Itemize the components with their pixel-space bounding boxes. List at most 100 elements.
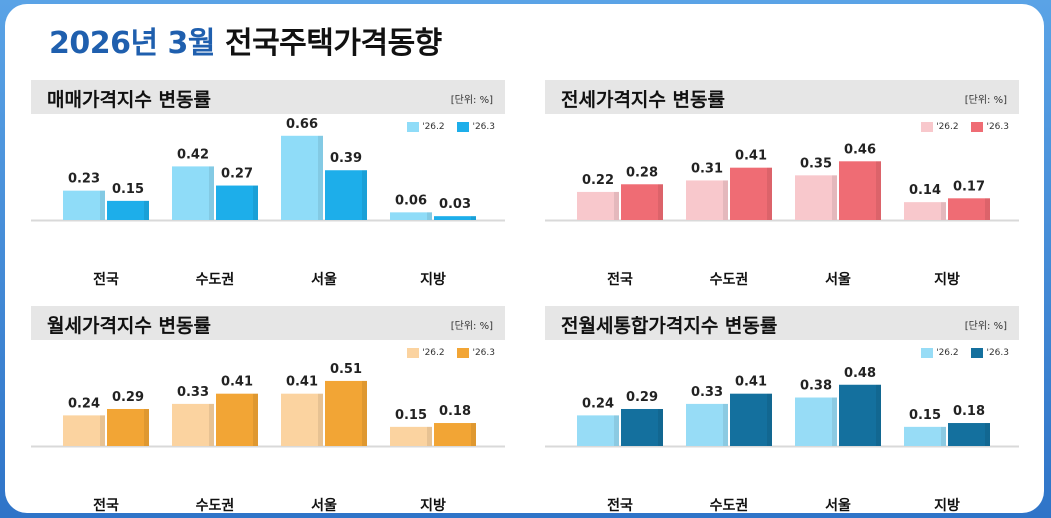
category-label-capital-area: 수도권: [710, 498, 749, 514]
legend: '26.2 '26.3: [397, 348, 495, 359]
value-label-seoul-curr: 0.48: [844, 366, 876, 381]
panel-title: 전월세통합가격지수 변동률: [561, 315, 778, 337]
bar-provinces-curr: [948, 198, 990, 220]
bar-shade: [832, 175, 837, 220]
value-label-capital-area-curr: 0.27: [221, 167, 253, 182]
bar-capital-area-curr: [216, 393, 258, 446]
report-card: 2026년 3월 전국주택가격동향 매매가격지수 변동률 [단위: %] '26…: [5, 4, 1044, 516]
category-label-capital-area: 수도권: [196, 272, 235, 288]
bar-provinces-curr: [948, 423, 990, 446]
category-label-nationwide: 전국: [607, 497, 633, 514]
value-label-nationwide-curr: 0.29: [112, 390, 144, 405]
category-label-nationwide: 전국: [607, 271, 633, 288]
category-label-seoul: 서울: [825, 271, 851, 288]
panel-header: 전세가격지수 변동률 [단위: %]: [545, 80, 1019, 114]
legend: '26.2 '26.3: [397, 122, 495, 133]
legend-swatch-curr: [457, 122, 470, 132]
value-label-nationwide-prev: 0.24: [582, 396, 614, 411]
value-label-nationwide-prev: 0.23: [68, 172, 100, 187]
bar-shade: [362, 170, 367, 220]
legend-label-prev: '26.2: [936, 122, 959, 132]
bar-chart: 0.22 0.28 전국 0.31 0.41 수도권 0.35 0.46 서울 0.14 0.17 지…: [545, 142, 1019, 288]
value-label-nationwide-prev: 0.24: [68, 396, 100, 411]
bar-seoul-prev: [281, 393, 323, 446]
value-label-provinces-prev: 0.15: [909, 408, 941, 423]
bar-shade: [209, 403, 214, 446]
bar-shade: [985, 198, 990, 220]
legend-label-prev: '26.2: [422, 122, 445, 132]
category-label-nationwide: 전국: [93, 271, 119, 288]
panel-title: 월세가격지수 변동률: [47, 315, 211, 337]
bar-seoul-prev: [795, 397, 837, 446]
bar-nationwide-prev: [63, 415, 105, 446]
value-label-seoul-curr: 0.39: [330, 151, 362, 166]
bar-shade: [471, 216, 476, 220]
legend-swatch-prev: [921, 122, 934, 132]
chart-panel-combined-rent: 전월세통합가격지수 변동률 [단위: %] '26.2 '26.3 0.24 0.…: [545, 306, 1019, 516]
value-label-provinces-curr: 0.18: [953, 404, 985, 419]
category-label-capital-area: 수도권: [710, 272, 749, 288]
panel-header: 매매가격지수 변동률 [단위: %]: [31, 80, 505, 114]
chart-panel-sale: 매매가격지수 변동률 [단위: %] '26.2 '26.3 0.23 0.15 전…: [31, 80, 505, 290]
value-label-seoul-curr: 0.51: [330, 362, 362, 377]
bar-shade: [941, 426, 946, 446]
value-label-provinces-prev: 0.14: [909, 183, 941, 198]
bar-provinces-prev: [904, 426, 946, 446]
value-label-nationwide-prev: 0.22: [582, 173, 614, 188]
bar-shade: [941, 202, 946, 220]
value-label-capital-area-prev: 0.42: [177, 147, 209, 162]
legend-swatch-prev: [921, 348, 934, 358]
bar-nationwide-curr: [107, 200, 149, 220]
bar-chart: 0.24 0.29 전국 0.33 0.41 수도권 0.41 0.51 서울 0.15 0.18 지…: [31, 362, 505, 514]
panel-unit: [단위: %]: [450, 321, 493, 332]
chart-panel-monthly-rent: 월세가격지수 변동률 [단위: %] '26.2 '26.3 0.24 0.29 전…: [31, 306, 505, 516]
bar-nationwide-curr: [621, 184, 663, 220]
bar-provinces-prev: [390, 212, 432, 220]
bar-provinces-curr: [434, 423, 476, 446]
value-label-provinces-curr: 0.03: [439, 197, 471, 212]
page-title-text: 전국주택가격동향: [224, 26, 442, 61]
bar-shade: [767, 167, 772, 220]
value-label-seoul-prev: 0.35: [800, 156, 832, 171]
bar-shade: [723, 180, 728, 220]
bar-shade: [253, 185, 258, 220]
bar-capital-area-curr: [216, 185, 258, 220]
legend-swatch-prev: [407, 122, 420, 132]
bar-seoul-curr: [839, 384, 881, 446]
bar-nationwide-prev: [63, 190, 105, 220]
category-label-seoul: 서울: [311, 271, 337, 288]
legend-label-prev: '26.2: [936, 348, 959, 358]
bar-shade: [876, 161, 881, 220]
legend: '26.2 '26.3: [911, 122, 1009, 133]
value-label-seoul-prev: 0.66: [286, 117, 318, 132]
panel-unit: [단위: %]: [964, 95, 1007, 106]
bar-nationwide-prev: [577, 191, 619, 220]
bar-nationwide-curr: [621, 408, 663, 446]
legend-label-curr: '26.3: [472, 348, 495, 358]
legend-label-curr: '26.3: [986, 122, 1009, 132]
value-label-provinces-prev: 0.15: [395, 408, 427, 423]
legend-swatch-curr: [457, 348, 470, 358]
bar-shade: [144, 408, 149, 446]
bar-shade: [209, 166, 214, 220]
page-title: 2026년 3월 전국주택가격동향: [49, 18, 442, 62]
value-label-provinces-curr: 0.17: [953, 179, 985, 194]
bar-seoul-prev: [281, 135, 323, 220]
value-label-capital-area-prev: 0.31: [691, 161, 723, 176]
bar-shade: [471, 423, 476, 446]
value-label-capital-area-prev: 0.33: [177, 385, 209, 400]
category-label-provinces: 지방: [420, 497, 446, 514]
value-label-nationwide-curr: 0.15: [112, 182, 144, 197]
panel-title: 전세가격지수 변동률: [561, 89, 725, 111]
bar-shade: [985, 423, 990, 446]
value-label-capital-area-curr: 0.41: [221, 375, 253, 390]
legend-swatch-curr: [971, 122, 984, 132]
category-label-provinces: 지방: [934, 497, 960, 514]
bar-shade: [658, 408, 663, 446]
chart-panel-jeonse: 전세가격지수 변동률 [단위: %] '26.2 '26.3 0.22 0.28 전…: [545, 80, 1019, 290]
category-label-provinces: 지방: [420, 271, 446, 288]
bar-nationwide-prev: [577, 415, 619, 446]
value-label-nationwide-curr: 0.28: [626, 165, 658, 180]
category-label-provinces: 지방: [934, 271, 960, 288]
value-label-seoul-curr: 0.46: [844, 142, 876, 157]
